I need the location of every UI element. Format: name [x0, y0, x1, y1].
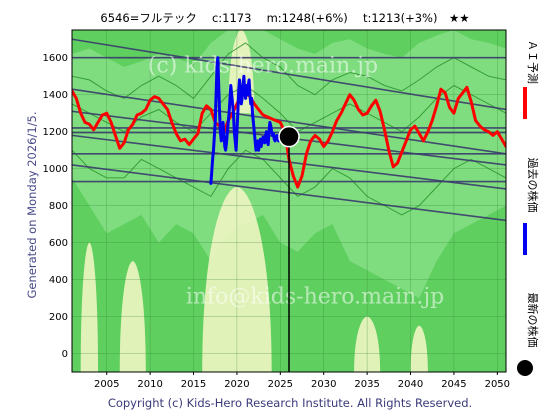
x-tick-label: 2040	[398, 379, 423, 390]
y-tick-label: 600	[49, 238, 68, 249]
x-tick-label: 2005	[94, 379, 119, 390]
legend-label-past-price: 過去の株価	[526, 158, 540, 213]
legend: ＡＩ予測 過去の株価 最新の株価	[517, 40, 540, 376]
y-tick-label: 1000	[43, 164, 68, 175]
light-zone	[410, 325, 428, 372]
y-axis: 0 200 400 600 800 1000 1200 1400 1600	[43, 53, 68, 360]
latest-price-marker	[278, 125, 300, 148]
green-forecast-line	[72, 42, 506, 100]
x-tick-label: 2045	[441, 379, 466, 390]
x-tick-label: 2020	[224, 379, 249, 390]
y-tick-label: 400	[49, 275, 68, 286]
x-axis: 2005 2010 2015 2020 2025 2030 2035 2040 2045 2050	[94, 372, 510, 390]
x-tick-label: 2050	[485, 379, 510, 390]
marker-layer	[278, 125, 300, 372]
chart-title: 6546=フルテック c:1173 m:1248(+6%) t:1213(+3%…	[100, 11, 469, 25]
legend-swatch-latest-price	[517, 360, 533, 376]
watermark-top: (c) kids-hero.main.jp	[148, 54, 378, 79]
y-tick-label: 1600	[43, 53, 68, 64]
trend-line	[72, 38, 506, 111]
x-tick-label: 2035	[354, 379, 379, 390]
x-tick-label: 2030	[311, 379, 336, 390]
y-tick-label: 1200	[43, 127, 68, 138]
x-tick-label: 2025	[268, 379, 293, 390]
generated-date-label: Generated on Monday 2026/1/5.	[25, 111, 39, 298]
y-tick-label: 0	[62, 349, 68, 360]
plot-area: (c) kids-hero.main.jp info@kids-hero.mai…	[71, 29, 507, 373]
watermark-bottom: info@kids-hero.main.jp	[186, 285, 444, 310]
legend-label-latest-price: 最新の株価	[526, 293, 540, 348]
light-zone	[80, 242, 99, 372]
legend-label-ai-forecast: ＡＩ予測	[526, 40, 540, 84]
green-forecast-line	[72, 84, 506, 133]
legend-swatch-ai-forecast	[523, 87, 527, 119]
y-tick-label: 800	[49, 201, 68, 212]
series-line-past-price	[209, 56, 291, 185]
plot-frame	[71, 29, 507, 373]
watermark-layer: (c) kids-hero.main.jp info@kids-hero.mai…	[148, 54, 444, 310]
y-tick-label: 200	[49, 312, 68, 323]
x-tick-label: 2010	[137, 379, 162, 390]
trend-line	[72, 88, 506, 155]
legend-swatch-past-price	[523, 223, 527, 255]
y-tick-label: 1400	[43, 90, 68, 101]
x-tick-label: 2015	[181, 379, 206, 390]
copyright-notice: Copyright (c) Kids-Hero Research Institu…	[108, 396, 472, 410]
